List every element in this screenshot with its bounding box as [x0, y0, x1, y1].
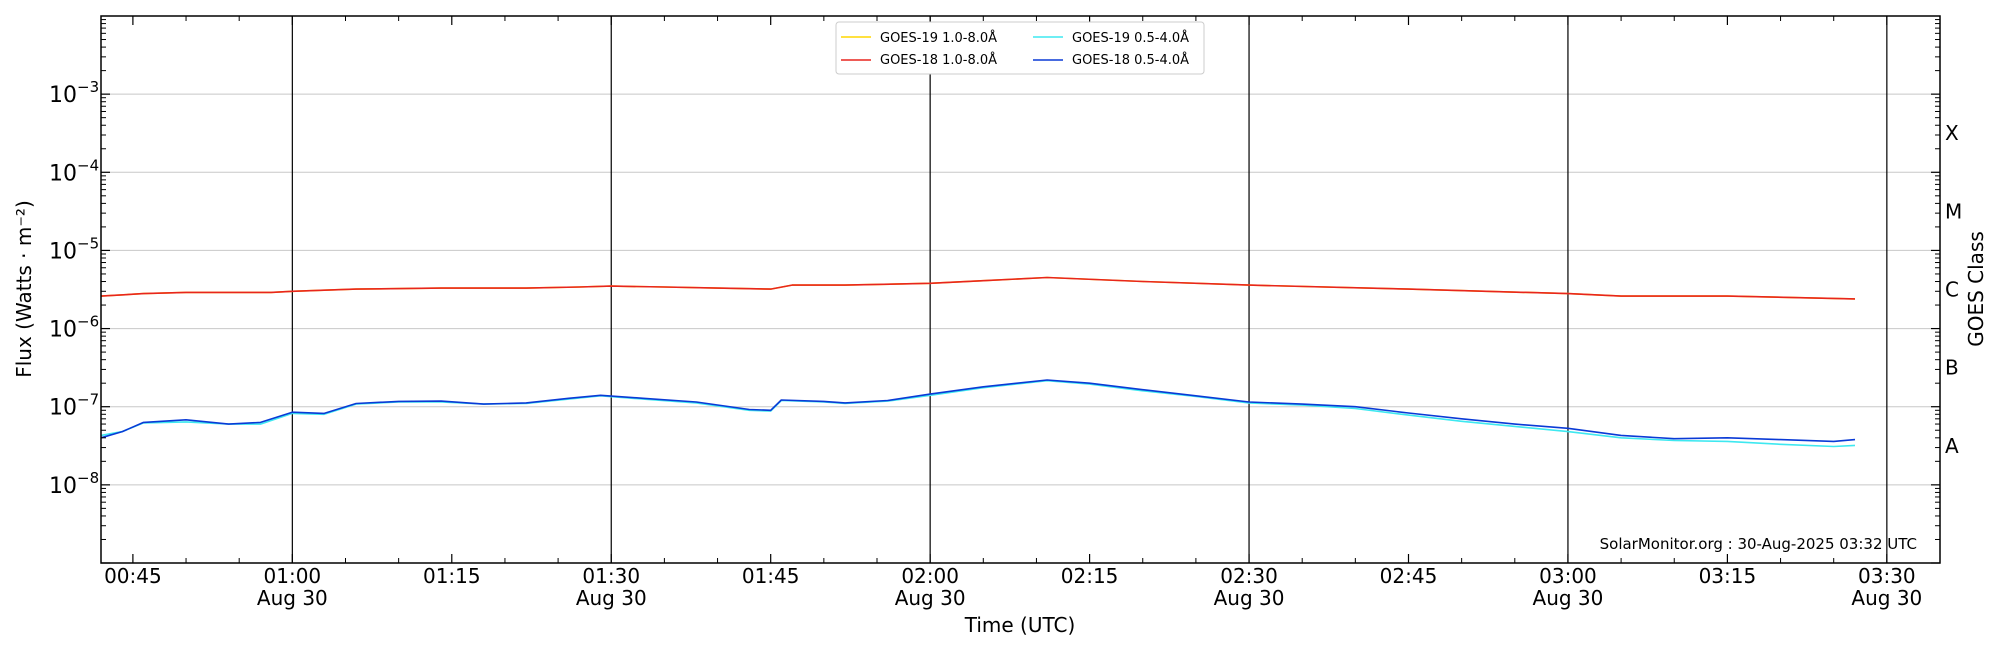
credit-text: SolarMonitor.org : 30-Aug-2025 03:32 UTC: [1600, 535, 1917, 553]
ticks: [101, 16, 1941, 564]
y-tick-label: 10−4: [49, 156, 99, 186]
x-tick-label: 01:00: [264, 564, 322, 588]
legend-label-goes18-short: GOES-18 0.5-4.0Å: [1072, 52, 1189, 68]
x-tick-date-label: Aug 30: [1214, 586, 1285, 610]
legend-box: [835, 21, 1205, 75]
legend-label-goes18-long: GOES-18 1.0-8.0Å: [880, 52, 997, 68]
x-tick-label: 01:15: [423, 564, 481, 588]
goes-class-label: M: [1945, 199, 1962, 223]
y2-axis-label: GOES Class: [1964, 231, 1988, 347]
y-tick-label: 10−7: [49, 391, 99, 421]
x-tick-date-label: Aug 30: [1851, 586, 1922, 610]
vertical-lines: [291, 16, 1888, 563]
x-tick-label: 02:00: [901, 564, 959, 588]
x-tick-label: 01:45: [742, 564, 800, 588]
y-tick-labels: 10−8 10−7 10−6 10−5 10−4 10−3: [49, 78, 99, 499]
series-line: [100, 276, 1856, 300]
legend: GOES-19 1.0-8.0Å GOES-18 1.0-8.0Å GOES-1…: [835, 21, 1205, 75]
x-tick-date-label: Aug 30: [576, 586, 647, 610]
series-layer: [100, 276, 1856, 448]
x-tick-label: 03:30: [1858, 564, 1916, 588]
y-tick-label: 10−5: [49, 234, 99, 264]
x-tick-label: 02:45: [1380, 564, 1438, 588]
x-tick-label: 03:00: [1539, 564, 1597, 588]
x-tick-label: 02:15: [1061, 564, 1119, 588]
legend-label-goes19-short: GOES-19 0.5-4.0Å: [1072, 30, 1189, 46]
x-tick-label: 00:45: [104, 564, 162, 588]
legend-label-goes19-long: GOES-19 1.0-8.0Å: [880, 30, 997, 46]
x-tick-date-label: Aug 30: [1533, 586, 1604, 610]
x-tick-date-label: Aug 30: [895, 586, 966, 610]
x-tick-date-label: Aug 30: [257, 586, 328, 610]
grid-layer: [101, 93, 1940, 486]
x-tick-label: 01:30: [582, 564, 640, 588]
series-line: [100, 379, 1856, 443]
x-tick-label: 03:15: [1699, 564, 1757, 588]
goes-class-labels: A B C M X: [1945, 121, 1962, 458]
y-axis-label: Flux (Watts · m⁻²): [12, 200, 36, 378]
goes-class-label: X: [1945, 121, 1959, 145]
series-line: [100, 379, 1856, 448]
goes-class-label: B: [1945, 356, 1959, 380]
goes-class-label: A: [1945, 434, 1959, 458]
y-tick-label: 10−8: [49, 469, 99, 499]
goes-class-label: C: [1945, 278, 1959, 302]
plot-frame: [100, 15, 1941, 564]
x-axis-label: Time (UTC): [964, 613, 1076, 637]
y-tick-label: 10−6: [49, 313, 99, 343]
y-tick-label: 10−3: [49, 78, 99, 108]
x-tick-label: 02:30: [1220, 564, 1278, 588]
